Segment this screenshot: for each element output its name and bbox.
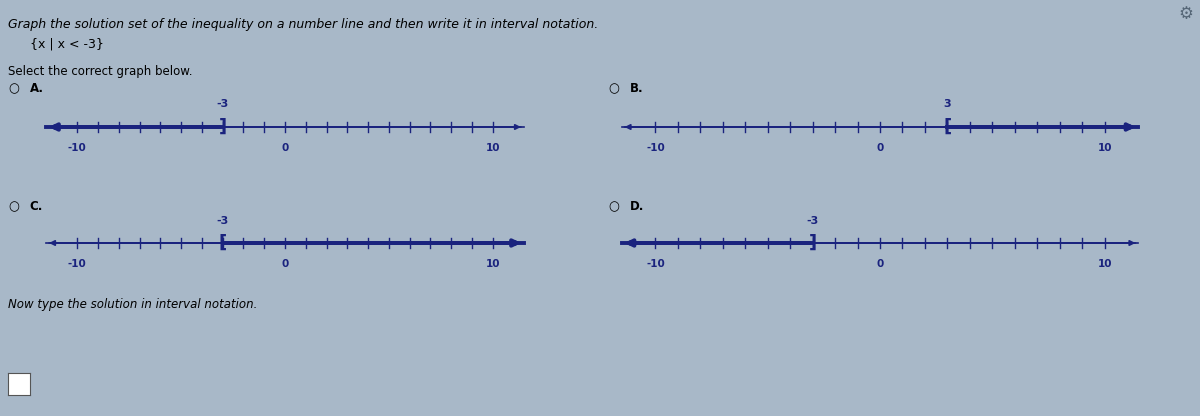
Text: Now type the solution in interval notation.: Now type the solution in interval notati… xyxy=(8,298,257,311)
Text: -3: -3 xyxy=(216,215,229,225)
Text: ]: ] xyxy=(218,118,227,136)
Text: 10: 10 xyxy=(485,259,500,269)
Text: -10: -10 xyxy=(646,143,665,153)
Text: D.: D. xyxy=(630,200,644,213)
Text: C.: C. xyxy=(30,200,43,213)
Text: 0: 0 xyxy=(281,259,289,269)
Text: 10: 10 xyxy=(485,143,500,153)
Text: {x | x < -3}: {x | x < -3} xyxy=(30,38,104,51)
Text: Graph the solution set of the inequality on a number line and then write it in i: Graph the solution set of the inequality… xyxy=(8,18,599,31)
Text: 10: 10 xyxy=(1097,143,1112,153)
Text: ]: ] xyxy=(809,234,817,252)
Text: Select the correct graph below.: Select the correct graph below. xyxy=(8,65,192,78)
Text: -10: -10 xyxy=(68,143,86,153)
Text: B.: B. xyxy=(630,82,643,95)
Text: ⚙: ⚙ xyxy=(1178,5,1193,23)
Text: -3: -3 xyxy=(806,215,818,225)
Text: 0: 0 xyxy=(876,143,883,153)
Text: -10: -10 xyxy=(68,259,86,269)
Text: [: [ xyxy=(218,234,227,252)
Text: 0: 0 xyxy=(876,259,883,269)
Text: [: [ xyxy=(943,118,952,136)
Text: ○: ○ xyxy=(8,200,19,213)
Text: 3: 3 xyxy=(943,99,952,109)
Text: -10: -10 xyxy=(646,259,665,269)
Text: ○: ○ xyxy=(608,200,619,213)
Text: ○: ○ xyxy=(608,82,619,95)
Text: A.: A. xyxy=(30,82,43,95)
Text: -3: -3 xyxy=(216,99,229,109)
Text: 10: 10 xyxy=(1097,259,1112,269)
Text: ○: ○ xyxy=(8,82,19,95)
Text: 0: 0 xyxy=(281,143,289,153)
